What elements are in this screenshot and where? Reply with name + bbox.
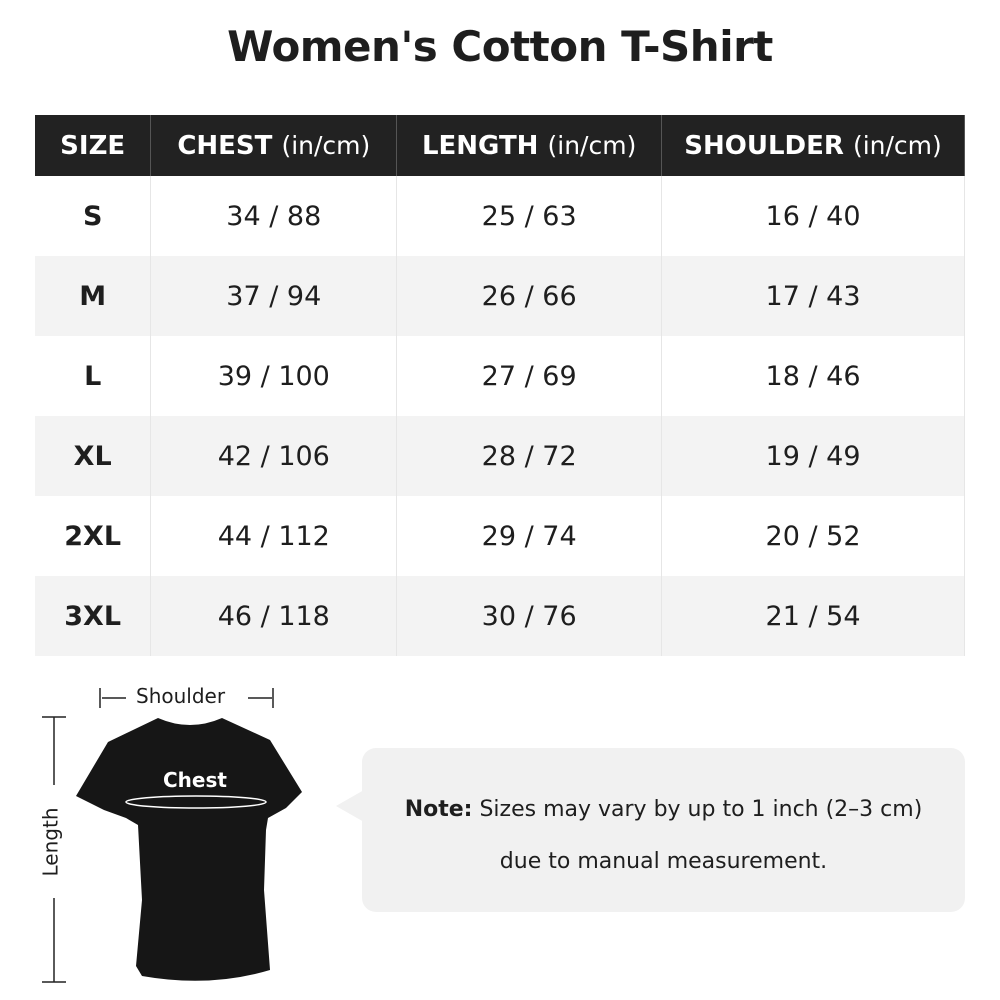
shoulder-cell: 16 / 40 xyxy=(661,176,965,256)
length-cell: 29 / 74 xyxy=(396,496,663,576)
size-cell: S xyxy=(35,176,152,256)
shoulder-label: Shoulder xyxy=(136,684,226,708)
length-label: Length xyxy=(38,807,63,877)
note-label: Note: xyxy=(404,797,473,822)
note-text: Sizes may vary by up to 1 inch (2–3 cm) xyxy=(479,797,923,822)
chest-cell: 46 / 118 xyxy=(150,576,398,656)
header-chest: CHEST (in/cm) xyxy=(150,115,398,176)
shoulder-cell: 20 / 52 xyxy=(661,496,965,576)
chest-cell: 42 / 106 xyxy=(150,416,398,496)
note-pointer xyxy=(336,790,364,822)
size-cell: 2XL xyxy=(35,496,152,576)
header-label: SIZE xyxy=(60,130,126,161)
size-cell: M xyxy=(35,256,152,336)
table-row: 2XL 44 / 112 29 / 74 20 / 52 xyxy=(35,496,965,576)
chest-cell: 37 / 94 xyxy=(150,256,398,336)
measure-lines xyxy=(42,688,274,983)
shoulder-cell: 17 / 43 xyxy=(661,256,965,336)
chest-cell: 39 / 100 xyxy=(150,336,398,416)
chest-cell: 44 / 112 xyxy=(150,496,398,576)
note-box: Note: Sizes may vary by up to 1 inch (2–… xyxy=(362,748,965,912)
page-title: Women's Cotton T-Shirt xyxy=(227,22,773,71)
length-cell: 30 / 76 xyxy=(396,576,663,656)
table-row: S 34 / 88 25 / 63 16 / 40 xyxy=(35,176,965,256)
chest-label: Chest xyxy=(163,768,227,792)
table-row: M 37 / 94 26 / 66 17 / 43 xyxy=(35,256,965,336)
header-label: CHEST xyxy=(177,130,273,161)
chest-ellipse xyxy=(125,795,267,809)
header-label: SHOULDER xyxy=(684,130,844,161)
header-label: LENGTH xyxy=(421,130,539,161)
header-size: SIZE xyxy=(35,115,152,176)
size-table: SIZE CHEST (in/cm) LENGTH (in/cm) SHOULD… xyxy=(35,115,965,656)
note-line-2: due to manual measurement. xyxy=(499,849,828,874)
header-unit: (in/cm) xyxy=(852,130,942,160)
header-shoulder: SHOULDER (in/cm) xyxy=(661,115,965,176)
table-row: 3XL 46 / 118 30 / 76 21 / 54 xyxy=(35,576,965,656)
length-cell: 26 / 66 xyxy=(396,256,663,336)
header-unit: (in/cm) xyxy=(281,130,371,160)
table-row: L 39 / 100 27 / 69 18 / 46 xyxy=(35,336,965,416)
length-cell: 28 / 72 xyxy=(396,416,663,496)
size-cell: XL xyxy=(35,416,152,496)
table-header: SIZE CHEST (in/cm) LENGTH (in/cm) SHOULD… xyxy=(35,115,965,176)
table-row: XL 42 / 106 28 / 72 19 / 49 xyxy=(35,416,965,496)
size-cell: L xyxy=(35,336,152,416)
tshirt-icon xyxy=(42,688,302,983)
header-unit: (in/cm) xyxy=(547,130,637,160)
shoulder-cell: 21 / 54 xyxy=(661,576,965,656)
shoulder-cell: 18 / 46 xyxy=(661,336,965,416)
tshirt-diagram: Shoulder Chest Length xyxy=(30,670,350,990)
length-cell: 25 / 63 xyxy=(396,176,663,256)
chest-cell: 34 / 88 xyxy=(150,176,398,256)
size-cell: 3XL xyxy=(35,576,152,656)
tshirt-shape xyxy=(76,718,302,981)
length-cell: 27 / 69 xyxy=(396,336,663,416)
shoulder-cell: 19 / 49 xyxy=(661,416,965,496)
header-length: LENGTH (in/cm) xyxy=(396,115,663,176)
note-line-1: Note: Sizes may vary by up to 1 inch (2–… xyxy=(362,784,965,836)
